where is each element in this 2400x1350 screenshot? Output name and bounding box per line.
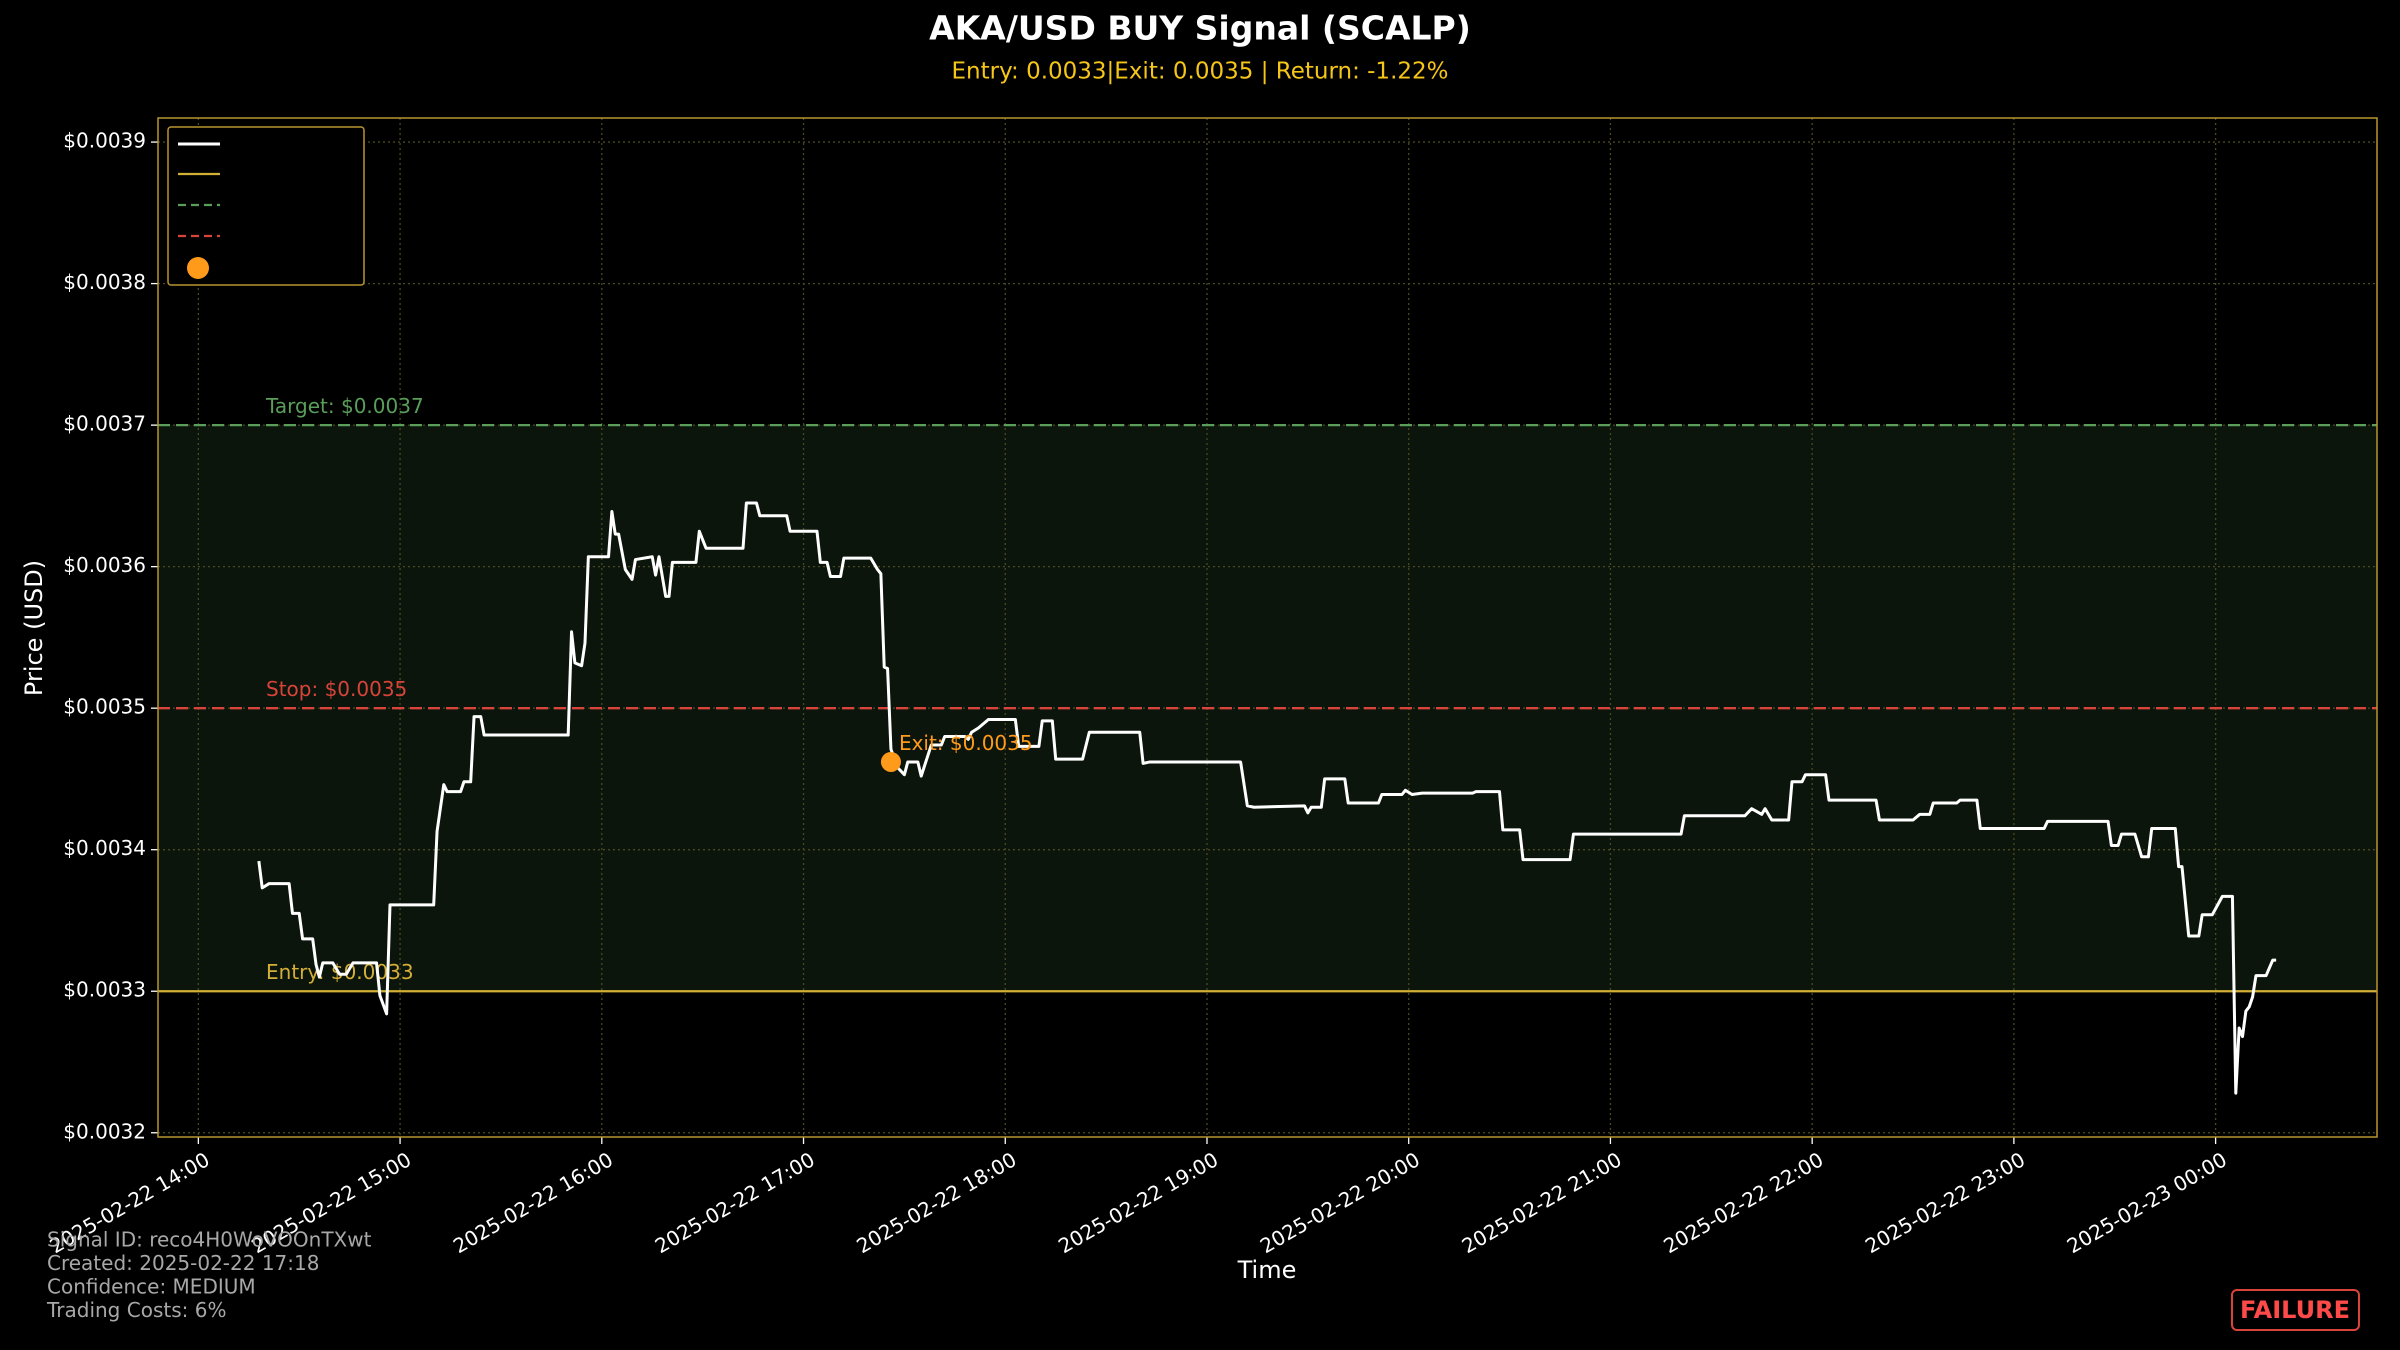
price-line	[257, 501, 2277, 1095]
footer-line: Confidence: MEDIUM	[47, 1275, 256, 1299]
y-tick-label: $0.0036	[63, 553, 146, 577]
y-tick-label: $0.0039	[63, 129, 146, 153]
level-label: Stop: $0.0035	[266, 677, 407, 701]
legend-box	[167, 126, 365, 286]
y-tick-label: $0.0035	[63, 695, 146, 719]
chart-title: AKA/USD BUY Signal (SCALP)	[929, 9, 1471, 48]
legend-sample	[187, 257, 209, 279]
exit-marker	[880, 751, 901, 772]
exit-label: Exit: $0.0035	[899, 731, 1033, 755]
x-axis-label: Time	[1237, 1256, 1297, 1284]
y-tick-label: $0.0037	[63, 412, 146, 436]
status-badge	[2231, 1289, 2360, 1331]
plot-frame	[157, 117, 2378, 1138]
y-tick-label: $0.0032	[63, 1119, 146, 1143]
y-tick-label: $0.0034	[63, 836, 146, 860]
legend	[167, 126, 365, 286]
footer-line: Created: 2025-02-22 17:18	[47, 1251, 319, 1275]
chart-subtitle: Entry: 0.0033|Exit: 0.0035 | Return: -1.…	[951, 59, 1448, 85]
footer-line: Trading Costs: 6%	[46, 1298, 226, 1322]
y-axis-label: Price (USD)	[20, 560, 48, 696]
level-label: Target: $0.0037	[265, 394, 424, 418]
status-text: FAILURE	[2240, 1296, 2350, 1324]
y-tick-label: $0.0038	[63, 270, 146, 294]
y-tick-label: $0.0033	[63, 978, 146, 1002]
footer-line: Signal ID: reco4H0WoVOOnTXwt	[47, 1228, 372, 1252]
